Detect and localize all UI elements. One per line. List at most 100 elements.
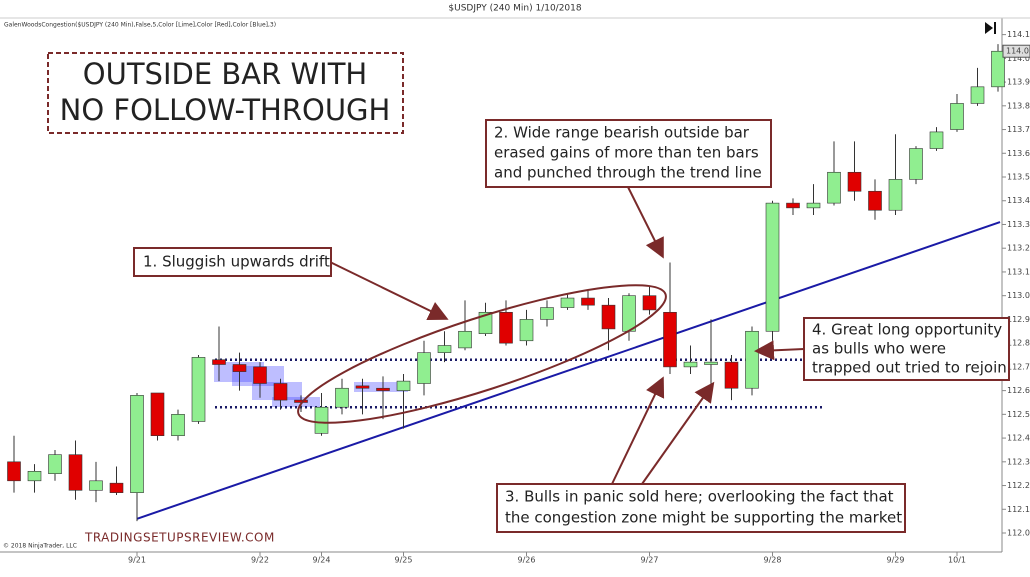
y-tick-label: 113.50 xyxy=(1007,173,1030,182)
annotation-text: erased gains of more than ten bars xyxy=(494,144,759,162)
candle-body xyxy=(724,361,739,389)
last-price-tag xyxy=(1002,44,1030,58)
scroll-end-button[interactable] xyxy=(985,22,996,34)
arrow xyxy=(641,381,715,485)
candle-body xyxy=(335,387,349,408)
x-tick-label: 9/28 xyxy=(764,556,782,565)
candle-body xyxy=(704,361,718,365)
y-tick-label: 114.00 xyxy=(1007,54,1030,63)
candle-body xyxy=(581,297,595,306)
y-tick-label: 112.70 xyxy=(1007,362,1030,371)
candle-body xyxy=(232,364,247,372)
trendline xyxy=(136,221,1001,520)
y-tick-label: 112.20 xyxy=(1007,481,1030,490)
candle-body xyxy=(417,352,431,384)
annotation-1: 1. Sluggish upwards drift xyxy=(133,247,449,320)
candle-body xyxy=(683,361,698,368)
y-tick-label: 113.90 xyxy=(1007,78,1030,87)
candle-body xyxy=(458,330,472,349)
candle-body xyxy=(519,319,534,342)
y-tick-label: 113.70 xyxy=(1007,125,1030,134)
annotation-box xyxy=(803,317,1010,381)
x-tick-label: 10/1 xyxy=(948,556,966,565)
candle-body xyxy=(314,406,329,434)
annotation-box xyxy=(485,119,772,188)
candle-body xyxy=(376,387,390,391)
annotation-text: 1. Sluggish upwards drift xyxy=(143,253,330,271)
x-tick-label: 9/24 xyxy=(313,556,331,565)
candle-body xyxy=(663,311,677,368)
candle-body xyxy=(7,461,21,482)
candle-body xyxy=(499,311,513,344)
candle-body xyxy=(109,482,124,493)
candle-body xyxy=(950,103,964,130)
candle-body xyxy=(765,202,780,332)
candle-body xyxy=(929,131,944,149)
annotation-text: the congestion zone might be supporting … xyxy=(505,509,902,527)
candle-body xyxy=(68,454,83,491)
candle-body xyxy=(970,86,985,104)
button-icon[interactable] xyxy=(985,22,993,34)
arrow xyxy=(611,376,665,485)
candle-body xyxy=(786,202,800,209)
y-tick-label: 112.80 xyxy=(1007,339,1030,348)
y-tick-label: 112.50 xyxy=(1007,410,1030,419)
candle-body xyxy=(191,357,206,422)
headline: NO FOLLOW-THROUGH xyxy=(60,93,391,127)
candle-body xyxy=(991,50,1005,88)
annotation-text: 3. Bulls in panic sold here; overlooking… xyxy=(505,488,894,506)
candle-body xyxy=(212,359,226,365)
headline-box xyxy=(47,52,404,134)
x-tick-label: 9/27 xyxy=(641,556,659,565)
annotation-text: 4. Great long opportunity xyxy=(812,321,1002,339)
annotation-text: trapped out tried to rejoin xyxy=(812,359,1007,377)
candle-body xyxy=(847,171,862,192)
y-tick-label: 113.10 xyxy=(1007,267,1030,276)
y-tick-label: 112.30 xyxy=(1007,457,1030,466)
drift-ellipse xyxy=(297,284,667,424)
candle-body xyxy=(273,383,288,401)
y-tick-label: 112.10 xyxy=(1007,505,1030,514)
annotation-box xyxy=(133,247,332,277)
plot: 114.10 114.00 113.90 113.80 113.70 113.60 113.… xyxy=(7,30,1030,565)
annotation-text: 2. Wide range bearish outside bar xyxy=(494,124,750,142)
candle-body xyxy=(601,304,616,330)
candle-body xyxy=(253,366,267,384)
annotation-2: 2. Wide range bearish outside bar erased… xyxy=(485,119,772,259)
candle-body xyxy=(171,414,185,437)
arrow xyxy=(754,340,805,361)
x-tick-label: 9/22 xyxy=(251,556,269,565)
candle-body xyxy=(745,330,759,389)
candle-body xyxy=(806,202,821,209)
candle-body xyxy=(560,297,575,308)
arrow xyxy=(329,261,449,320)
candle-body xyxy=(868,190,882,211)
candle-body xyxy=(89,480,103,491)
x-tick-label: 9/21 xyxy=(128,556,146,565)
y-tick-label: 113.00 xyxy=(1007,291,1030,300)
y-tick-label: 112.00 xyxy=(1007,529,1030,538)
candle-body xyxy=(396,380,411,391)
candle-body xyxy=(437,345,452,353)
y-tick-label: 113.60 xyxy=(1007,149,1030,158)
button-icon[interactable] xyxy=(994,22,996,34)
candle-body xyxy=(888,179,903,211)
annotation-4: 4. Great long opportunity as bulls who w… xyxy=(754,317,1010,381)
annotation-3: 3. Bulls in panic sold here; overlooking… xyxy=(496,376,906,533)
candle-body xyxy=(48,454,62,474)
copyright: © 2018 NinjaTrader, LLC xyxy=(3,543,77,550)
x-tick-label: 9/29 xyxy=(887,556,905,565)
chart-title: $USDJPY (240 Min) 1/10/2018 xyxy=(448,4,582,14)
y-tick-label: 113.30 xyxy=(1007,220,1030,229)
candle-body xyxy=(478,311,493,334)
annotation-box xyxy=(496,483,906,533)
y-tick-label: 113.20 xyxy=(1007,244,1030,253)
y-tick-label: 112.90 xyxy=(1007,315,1030,324)
candle-body xyxy=(130,395,144,493)
candle-body xyxy=(827,171,841,204)
candle-body xyxy=(27,471,42,482)
candle-body xyxy=(540,307,554,320)
annotation-text: as bulls who were xyxy=(812,340,946,358)
